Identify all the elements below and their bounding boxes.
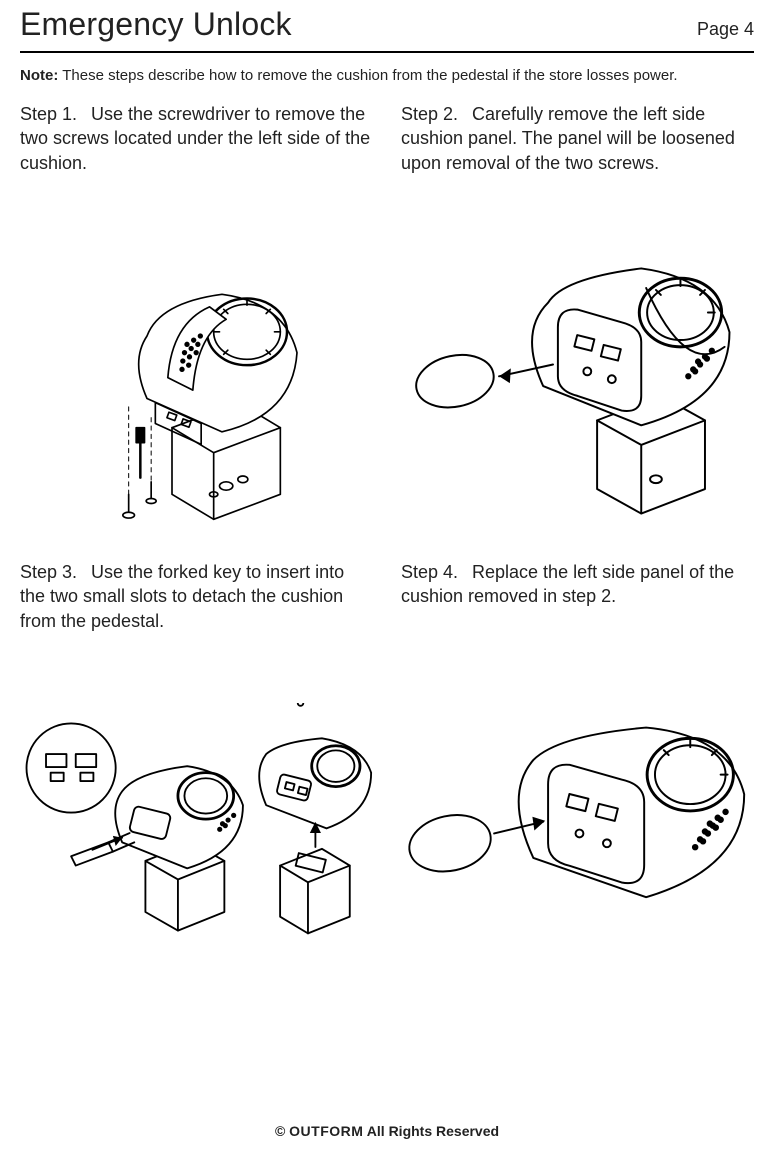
footer-brand: OUTFORM [289,1123,363,1139]
step-3-illustration [20,694,373,954]
step-2-text: Step 2. Carefully remove the left side c… [401,102,754,212]
step-1-illustration [20,236,373,536]
step-2-label: Step 2. [401,102,467,126]
watch-pedestal-screws-icon [47,236,347,536]
panel-replace-icon [401,706,754,941]
footer: © OUTFORM All Rights Reserved [0,1123,774,1139]
step-3-label: Step 3. [20,560,86,584]
note-prefix: Note: [20,67,58,84]
step-4-illustration [401,694,754,954]
steps-grid: Step 1. Use the screwdriver to remove th… [20,102,754,954]
step-1-text: Step 1. Use the screwdriver to remove th… [20,102,373,212]
page-number: Page 4 [697,19,754,40]
copyright-symbol: © [275,1123,285,1139]
step-2-illustration [401,236,754,536]
note-line: Note: These steps describe how to remove… [20,53,754,102]
note-body: These steps describe how to remove the c… [62,67,677,84]
footer-text: All Rights Reserved [367,1123,499,1139]
step-1-label: Step 1. [20,102,86,126]
fork-key-detach-icon [20,703,373,945]
step-4-label: Step 4. [401,560,467,584]
panel-remove-icon [401,239,754,533]
page-title: Emergency Unlock [20,6,292,43]
step-4-text: Step 4. Replace the left side panel of t… [401,560,754,670]
step-3-text: Step 3. Use the forked key to insert int… [20,560,373,670]
page-header: Emergency Unlock Page 4 [20,0,754,53]
